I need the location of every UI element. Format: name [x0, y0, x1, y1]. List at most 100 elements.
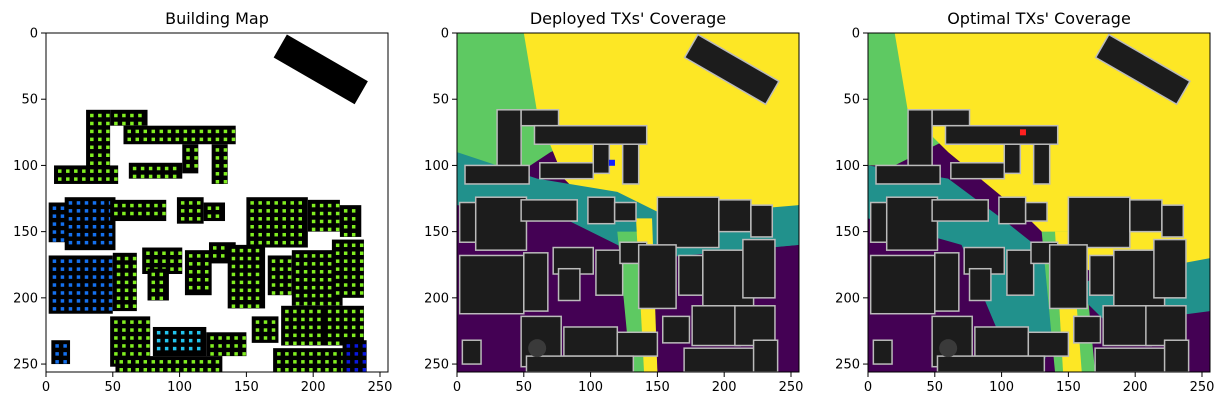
window-marker	[215, 164, 220, 168]
window-marker	[114, 344, 118, 348]
window-marker	[221, 254, 225, 258]
window-marker	[277, 360, 281, 364]
window-marker	[164, 166, 169, 171]
window-marker	[84, 201, 89, 205]
window-marker	[52, 214, 57, 218]
window-marker	[354, 352, 359, 356]
window-marker	[301, 333, 305, 338]
y-tick-label: 150	[13, 225, 38, 240]
building	[968, 267, 992, 302]
window-marker	[215, 172, 220, 176]
window-marker	[343, 291, 348, 295]
window-marker	[146, 352, 150, 356]
window-marker	[351, 259, 356, 263]
window-marker	[354, 360, 359, 364]
window-marker	[154, 259, 158, 263]
window-marker	[167, 137, 172, 142]
window-marker	[60, 206, 65, 210]
window-marker	[362, 344, 367, 348]
window-marker	[196, 285, 201, 290]
window-marker	[76, 283, 81, 287]
x-tick-label: 150	[234, 380, 259, 395]
window-marker	[231, 129, 236, 134]
building	[1067, 196, 1131, 249]
building	[950, 162, 1006, 180]
window-marker	[247, 304, 252, 308]
y-tick-label: 200	[13, 291, 38, 306]
window-marker	[76, 209, 81, 213]
window-marker	[106, 169, 110, 173]
window-marker	[100, 291, 105, 295]
window-marker	[66, 177, 70, 181]
window-marker	[68, 291, 73, 295]
window-marker	[317, 333, 321, 338]
window-marker	[132, 174, 137, 179]
window-marker	[199, 368, 204, 372]
window-marker	[215, 360, 220, 364]
y-tick-label: 250	[835, 358, 860, 373]
y-tick-label: 150	[835, 225, 860, 240]
window-marker	[114, 203, 118, 208]
window-marker	[359, 251, 364, 255]
window-marker	[127, 360, 131, 364]
window-marker	[162, 259, 166, 263]
window-marker	[188, 262, 193, 266]
window-marker	[279, 283, 284, 287]
window-marker	[343, 309, 348, 314]
building	[1163, 339, 1190, 372]
window-marker	[362, 352, 367, 356]
window-marker	[301, 352, 305, 356]
window-marker	[359, 317, 364, 322]
window-marker	[183, 129, 188, 134]
window-marker	[285, 341, 289, 346]
window-marker	[76, 217, 81, 221]
window-marker	[204, 254, 209, 258]
window-marker	[84, 283, 89, 287]
window-marker	[218, 344, 222, 348]
axes-frame	[867, 32, 1211, 373]
window-marker	[215, 368, 220, 372]
window-marker	[298, 225, 302, 229]
window-marker	[143, 368, 148, 372]
window-marker	[282, 225, 286, 229]
building	[339, 205, 362, 237]
building	[934, 252, 960, 312]
window-marker	[170, 267, 174, 271]
window-marker	[100, 283, 105, 287]
window-marker	[130, 121, 134, 126]
y-axis: 0 50 100 150 200 250	[424, 27, 457, 373]
window-marker	[359, 291, 364, 295]
window-marker	[122, 328, 126, 332]
window-marker	[351, 317, 356, 322]
window-marker	[188, 346, 193, 351]
window-marker	[258, 240, 262, 245]
building	[458, 254, 525, 315]
window-marker	[60, 214, 65, 218]
window-marker	[124, 264, 129, 269]
window-marker	[90, 177, 94, 181]
building	[637, 244, 677, 310]
window-marker	[293, 325, 297, 330]
window-marker	[255, 336, 260, 340]
panel-title: Optimal TXs' Coverage	[947, 9, 1131, 28]
window-marker	[92, 209, 97, 213]
window-marker	[180, 330, 185, 335]
window-marker	[335, 259, 340, 263]
window-marker	[242, 352, 246, 356]
window-marker	[231, 288, 236, 293]
window-marker	[138, 113, 142, 118]
window-marker	[172, 166, 177, 171]
window-marker	[98, 137, 102, 142]
window-marker	[317, 360, 321, 364]
window-marker	[162, 203, 166, 208]
window-marker	[263, 328, 268, 332]
window-marker	[138, 211, 142, 216]
window-marker	[335, 283, 340, 287]
window-marker	[285, 333, 289, 338]
window-marker	[285, 360, 289, 364]
window-marker	[311, 277, 316, 282]
window-marker	[247, 280, 252, 285]
window-marker	[98, 145, 102, 150]
window-marker	[309, 368, 313, 372]
window-marker	[100, 307, 105, 311]
